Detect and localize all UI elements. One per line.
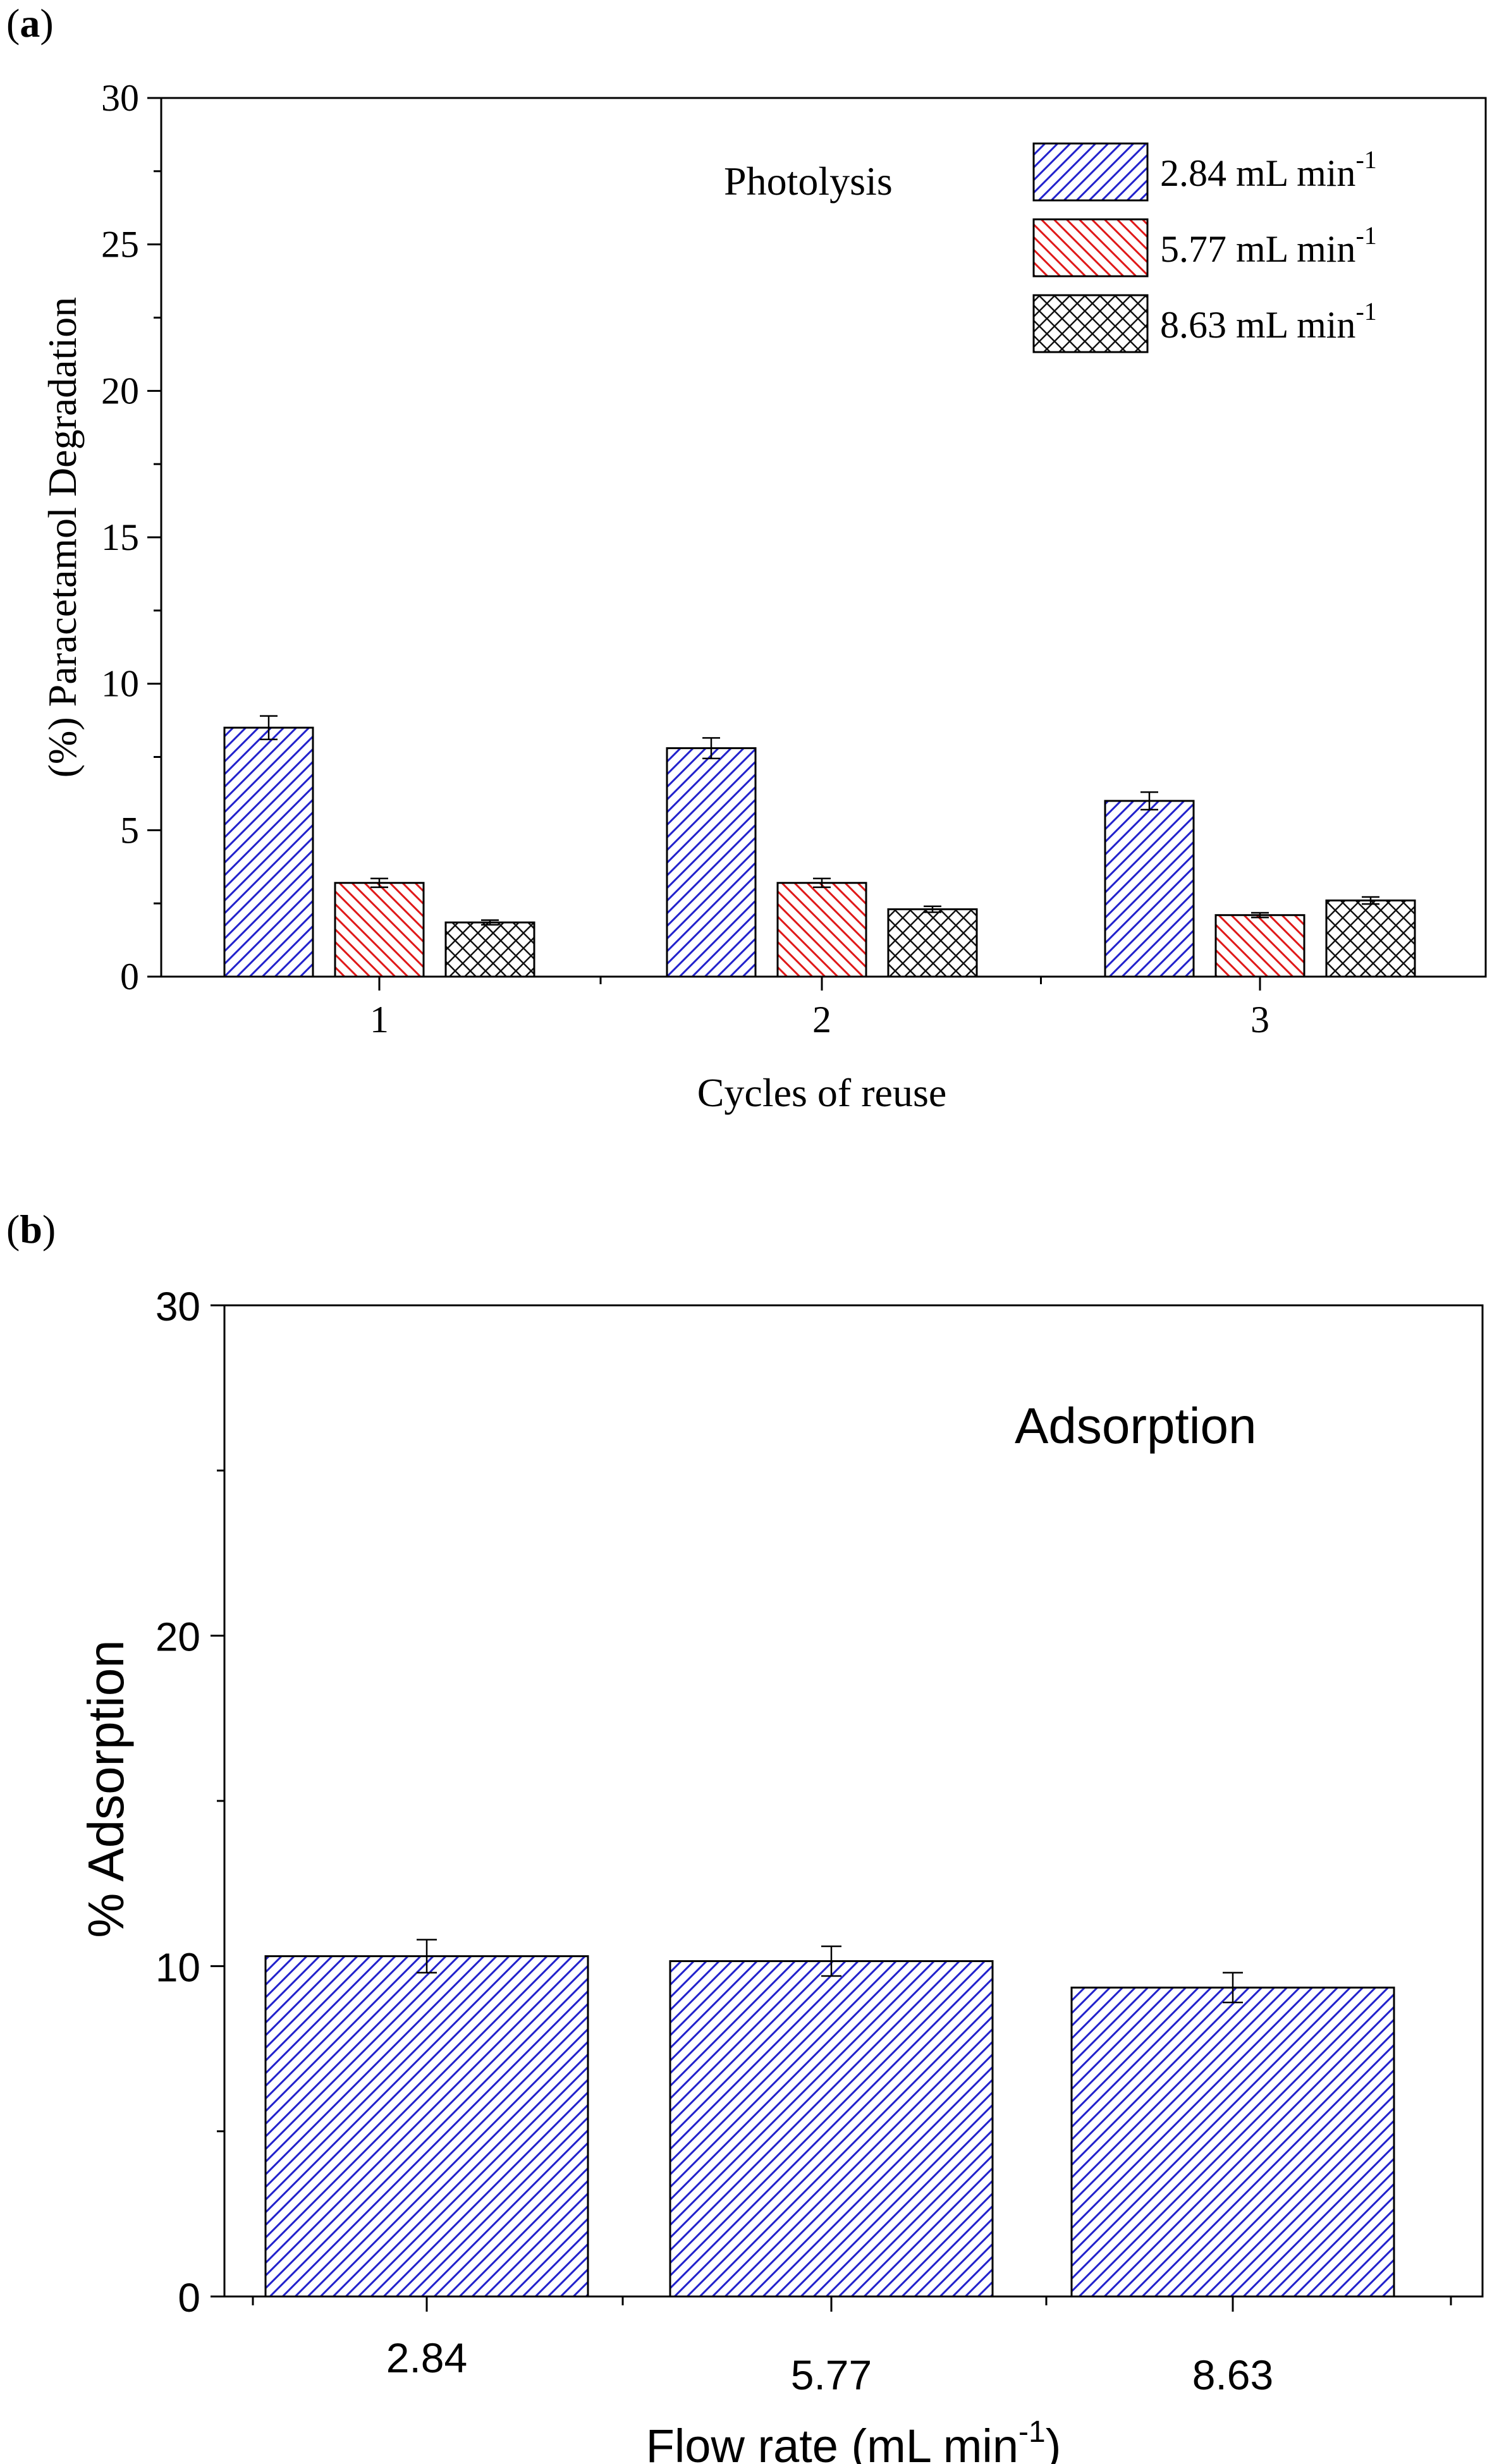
chart-b-xtick-label: 2.84 [386,2334,467,2381]
chart-b-bars [264,1939,1395,2298]
chart-b-xlabel-main: Flow rate (mL min [646,2420,1018,2464]
panel-b-label: (b) [6,1207,56,1252]
panel-a-label: (a) [6,1,54,46]
chart-a-bar [1104,800,1195,978]
chart-a-ytick-label: 5 [120,809,139,851]
chart-a-ytick-label: 10 [101,663,139,705]
chart-a-x-axis: 1 2 3 [370,977,1269,1040]
chart-a-xtick-label: 2 [812,999,831,1040]
chart-b-xtick-label: 5.77 [791,2351,872,2398]
chart-a-bars [223,715,1416,978]
chart-a-ytick-label: 25 [101,224,139,265]
chart-a-legend-label: 5.77 mL min-1 [1160,221,1377,270]
chart-b-annotation: Adsorption [1015,1398,1256,1454]
chart-a-legend-swatch [1032,218,1149,278]
chart-b-x-axis: 2.84 5.77 8.63 [252,2296,1452,2398]
chart-a-ytick-label: 20 [101,370,139,412]
chart-a-legend: 2.84 mL min-15.77 mL min-18.63 mL min-1 [1032,142,1377,353]
chart-a-legend-label-main: 8.63 mL min [1160,304,1355,346]
chart-a-legend-label-main: 5.77 mL min [1160,228,1355,270]
chart-a-xtick-label: 1 [370,999,389,1040]
chart-a-bar [666,747,757,978]
chart-a-xtick-label: 3 [1250,999,1269,1040]
chart-a-legend-label: 8.63 mL min-1 [1160,297,1377,346]
chart-b-xtick-label: 8.63 [1192,2351,1273,2398]
chart-a-legend-swatch [1032,142,1149,202]
chart-b-ytick-label: 30 [156,1284,200,1329]
chart-b-ytick-label: 20 [156,1614,200,1660]
chart-a-annotation: Photolysis [724,159,893,204]
chart-a-bar [1214,914,1306,978]
chart-a-ytick-label: 0 [120,956,139,997]
chart-a-bar [223,726,314,978]
chart-a-legend-swatch [1032,294,1149,353]
chart-a-bar [776,882,867,978]
chart-a-bar [887,908,978,978]
chart-b-bar [1070,1986,1395,2298]
chart-a-ylabel: (%) Paracetamol Degradation [40,297,85,778]
chart-a-ytick-label: 15 [101,516,139,558]
chart-a-legend-label-main: 2.84 mL min [1160,152,1355,194]
chart-a-legend-label-sup: -1 [1355,297,1376,326]
chart-a-legend-label-sup: -1 [1355,145,1376,174]
chart-b-bar [669,1960,994,2298]
chart-b-bar [264,1955,589,2298]
chart-a-bar [444,921,535,978]
chart-b: 0 10 20 30 2.84 5.77 8.63 Adsorption Flow rat… [78,1284,1484,2464]
chart-b-xlabel-end: ) [1046,2420,1061,2464]
chart-a-xlabel: Cycles of reuse [697,1070,947,1115]
chart-a-y-axis: 0 5 10 15 20 25 30 [101,77,161,997]
chart-a-ytick-label: 30 [101,77,139,119]
chart-b-xlabel-sup: -1 [1018,2415,1046,2449]
chart-b-y-axis: 0 10 20 30 [156,1284,224,2321]
chart-a-legend-label-sup: -1 [1355,221,1376,250]
chart-b-xlabel: Flow rate (mL min-1) [646,2415,1061,2464]
chart-a-legend-label: 2.84 mL min-1 [1160,145,1377,194]
chart-a-bar [334,882,425,978]
chart-b-ytick-label: 10 [156,1944,200,1990]
chart-b-ylabel: % Adsorption [78,1640,134,1937]
chart-b-ytick-label: 0 [178,2275,200,2321]
chart-a-bar [1325,900,1416,978]
